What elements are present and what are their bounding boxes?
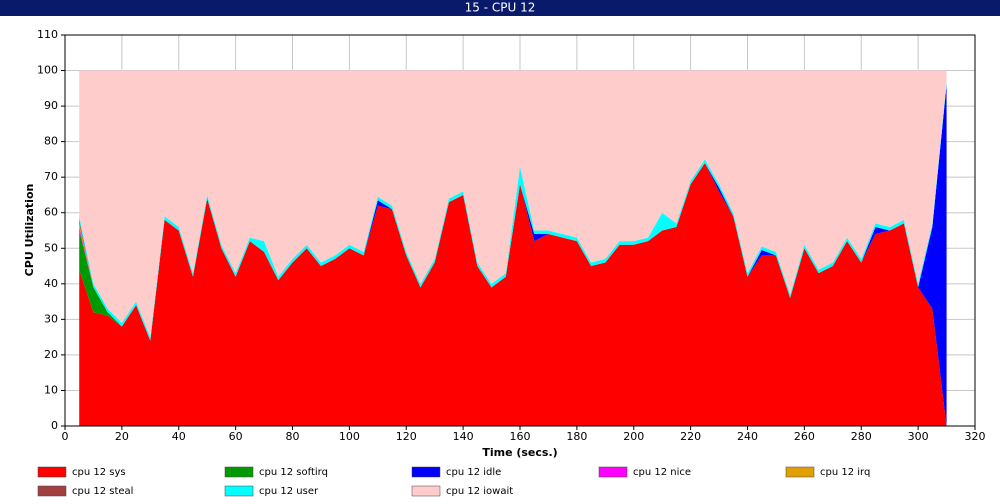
y-tick-label: 10 <box>44 383 58 396</box>
y-tick-label: 50 <box>44 241 58 254</box>
x-tick-label: 80 <box>286 430 300 443</box>
y-axis-label: CPU Utilization <box>23 184 36 277</box>
x-tick-label: 300 <box>908 430 929 443</box>
x-tick-label: 100 <box>339 430 360 443</box>
chart-title: 15 - CPU 12 <box>465 1 536 15</box>
x-tick-label: 240 <box>737 430 758 443</box>
x-tick-label: 120 <box>396 430 417 443</box>
y-tick-label: 60 <box>44 206 58 219</box>
y-tick-label: 90 <box>44 99 58 112</box>
legend-label: cpu 12 steal <box>72 486 133 497</box>
x-tick-label: 60 <box>229 430 243 443</box>
legend-swatch <box>411 466 441 478</box>
y-tick-label: 40 <box>44 277 58 290</box>
legend-label: cpu 12 sys <box>72 467 126 478</box>
x-tick-label: 220 <box>680 430 701 443</box>
x-tick-label: 180 <box>566 430 587 443</box>
x-tick-label: 140 <box>453 430 474 443</box>
y-tick-label: 20 <box>44 348 58 361</box>
legend-swatch <box>785 466 815 478</box>
x-tick-label: 260 <box>794 430 815 443</box>
y-tick-label: 0 <box>51 419 58 432</box>
x-tick-label: 160 <box>510 430 531 443</box>
x-axis-label: Time (secs.) <box>482 446 557 459</box>
y-tick-label: 70 <box>44 170 58 183</box>
x-tick-label: 20 <box>115 430 129 443</box>
x-tick-label: 320 <box>965 430 986 443</box>
legend-label: cpu 12 iowait <box>446 486 513 497</box>
x-tick-label: 280 <box>851 430 872 443</box>
legend-swatch <box>411 485 441 497</box>
y-tick-label: 110 <box>37 28 58 41</box>
y-tick-label: 30 <box>44 312 58 325</box>
legend-swatch <box>224 466 254 478</box>
y-tick-label: 80 <box>44 135 58 148</box>
legend-label: cpu 12 irq <box>820 467 870 478</box>
area <box>79 162 947 427</box>
legend-swatch <box>37 485 67 497</box>
legend-label: cpu 12 user <box>259 486 319 497</box>
area <box>79 84 947 426</box>
legend-swatch <box>224 485 254 497</box>
legend-label: cpu 12 softirq <box>259 467 328 478</box>
legend-swatch <box>598 466 628 478</box>
x-tick-label: 200 <box>623 430 644 443</box>
title-bar <box>0 0 1000 16</box>
legend-label: cpu 12 nice <box>633 467 691 478</box>
legend-swatch <box>37 466 67 478</box>
legend-label: cpu 12 idle <box>446 467 501 478</box>
y-tick-label: 100 <box>37 64 58 77</box>
x-tick-label: 0 <box>62 430 69 443</box>
x-tick-label: 40 <box>172 430 186 443</box>
area <box>79 70 947 338</box>
plot-border <box>64 34 976 427</box>
